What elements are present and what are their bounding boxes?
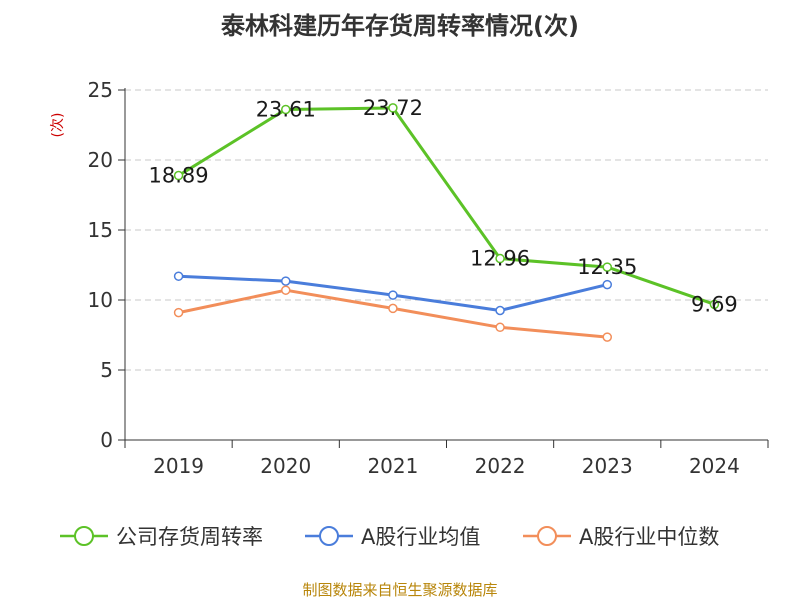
legend-item[interactable]: 公司存货周转率 xyxy=(60,525,263,549)
data-point xyxy=(388,103,398,113)
x-tick-label: 2019 xyxy=(153,454,204,478)
chart-title: 泰林科建历年存货周转率情况(次) xyxy=(221,12,579,40)
data-point xyxy=(602,279,612,290)
data-point xyxy=(281,104,291,115)
legend-label: A股行业均值 xyxy=(361,525,480,549)
y-tick-label: 25 xyxy=(88,78,113,102)
legend: 公司存货周转率 A股行业均值 A股行业中位数 xyxy=(60,525,719,549)
data-point xyxy=(495,253,505,264)
data-point xyxy=(602,332,612,342)
x-tick-label: 2024 xyxy=(689,454,740,478)
x-tick-label: 2021 xyxy=(367,454,418,478)
series-1 xyxy=(173,271,612,316)
series-layer: 18.89 23.61 23.72 12.96 12.35 9.69 xyxy=(149,96,738,342)
legend-marker xyxy=(537,526,557,546)
data-label: 12.96 xyxy=(470,247,530,271)
legend-item[interactable]: A股行业均值 xyxy=(305,525,480,549)
source-footer: 制图数据来自恒生聚源数据库 xyxy=(302,581,497,599)
legend-marker xyxy=(74,526,94,546)
data-label: 9.69 xyxy=(691,292,738,316)
legend-label: 公司存货周转率 xyxy=(116,525,263,549)
series-line xyxy=(177,106,715,306)
data-point xyxy=(173,170,184,181)
y-tick-label: 5 xyxy=(100,358,113,382)
legend-marker xyxy=(319,526,339,546)
data-point xyxy=(281,285,291,295)
series-2 xyxy=(173,285,612,342)
data-label: 23.61 xyxy=(256,97,316,121)
data-point xyxy=(173,271,184,281)
data-point xyxy=(495,305,505,316)
data-label: 18.89 xyxy=(149,164,209,188)
y-tick-label: 10 xyxy=(88,288,113,312)
data-point xyxy=(709,299,720,310)
data-label: 12.35 xyxy=(577,255,637,279)
data-point xyxy=(495,322,505,333)
data-point xyxy=(388,303,398,314)
data-point xyxy=(173,307,184,318)
y-axis-label: (次) xyxy=(50,113,66,138)
y-tick-label: 0 xyxy=(100,428,113,452)
x-tick-label: 2020 xyxy=(260,454,311,478)
grid-lines xyxy=(125,89,768,371)
y-tick-label: 20 xyxy=(88,148,113,172)
legend-item[interactable]: A股行业中位数 xyxy=(523,525,719,549)
data-point xyxy=(602,262,612,272)
data-label: 23.72 xyxy=(363,96,423,120)
x-tick-label: 2023 xyxy=(582,454,633,478)
data-point xyxy=(281,276,291,286)
legend-label: A股行业中位数 xyxy=(579,525,719,549)
data-point xyxy=(388,290,398,300)
axes: 0 5 10 15 20 25 2019 2020 2021 2022 2023 2024 xyxy=(88,78,769,478)
x-tick-label: 2022 xyxy=(475,454,526,478)
y-tick-label: 15 xyxy=(88,218,113,242)
series-0: 18.89 23.61 23.72 12.96 12.35 9.69 xyxy=(149,96,738,316)
